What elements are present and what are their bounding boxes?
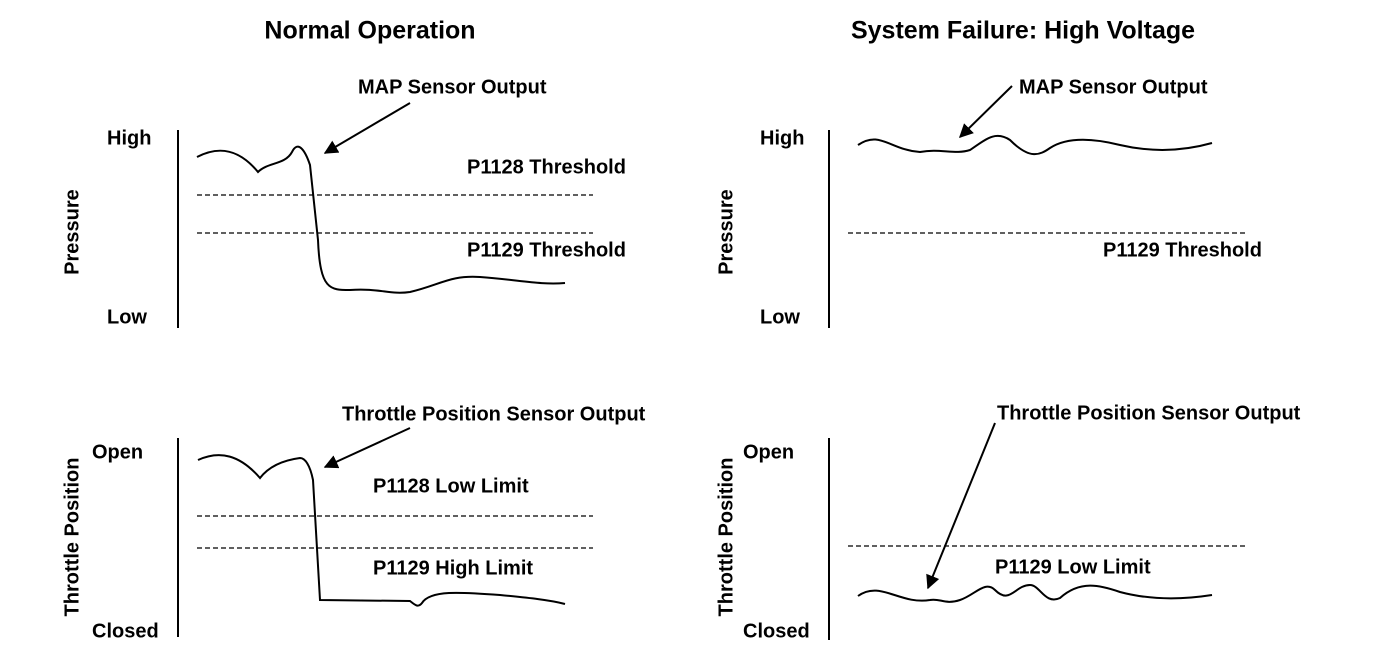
y-label: Throttle Position (715, 458, 737, 617)
signal-label: MAP Sensor Output (358, 76, 547, 98)
bottom-label: Closed (92, 620, 159, 642)
panel-title: Normal Operation (264, 17, 475, 45)
signal-label: Throttle Position Sensor Output (997, 402, 1301, 424)
top-label: Open (743, 441, 794, 463)
threshold-label: P1128 Threshold (467, 156, 626, 178)
arrow (926, 422, 996, 590)
y-label: Pressure (61, 189, 83, 275)
arrow (959, 85, 1013, 138)
arrow (323, 102, 411, 154)
signal-curve (857, 583, 1213, 603)
bottom-label: Low (107, 306, 147, 328)
top-label: High (107, 127, 151, 149)
threshold-label: P1129 High Limit (373, 557, 533, 579)
threshold-label: P1129 Threshold (1103, 239, 1262, 261)
top-label: Open (92, 441, 143, 463)
threshold-label: P1129 Low Limit (995, 556, 1151, 578)
signal-curve (857, 134, 1213, 156)
y-label: Pressure (715, 189, 737, 275)
threshold-label: P1128 Low Limit (373, 475, 529, 497)
arrow (323, 427, 411, 469)
signal-curve (196, 145, 566, 294)
panel-title: System Failure: High Voltage (851, 17, 1195, 45)
bottom-label: Closed (743, 620, 810, 642)
signal-label: MAP Sensor Output (1019, 76, 1208, 98)
threshold-label: P1129 Threshold (467, 239, 626, 261)
signal-curve (197, 454, 566, 607)
top-label: High (760, 127, 804, 149)
bottom-label: Low (760, 306, 800, 328)
y-label: Throttle Position (61, 458, 83, 617)
signal-label: Throttle Position Sensor Output (342, 403, 646, 425)
